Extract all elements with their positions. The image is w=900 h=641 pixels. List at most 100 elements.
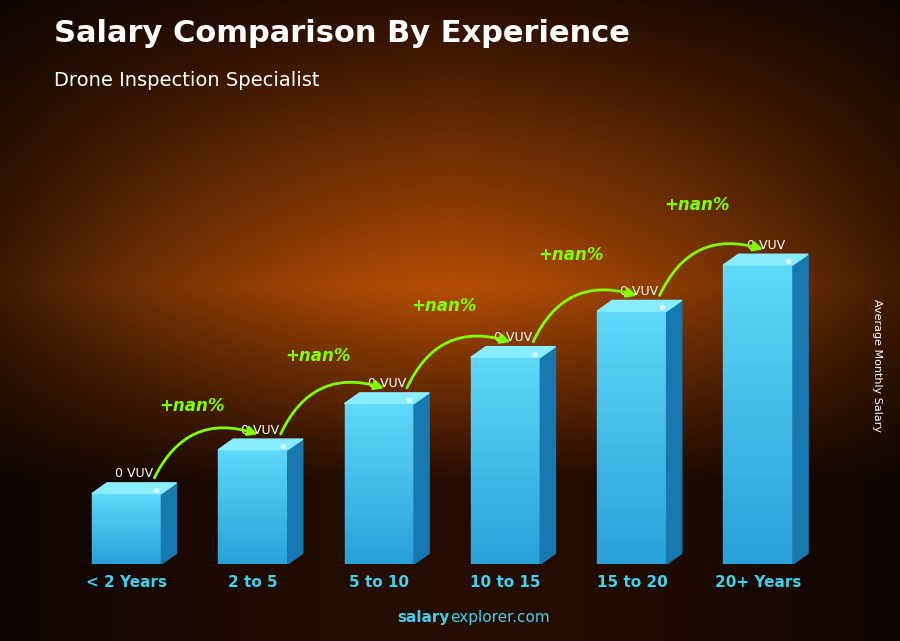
Bar <box>598 374 667 381</box>
Bar <box>724 549 793 556</box>
Polygon shape <box>793 254 808 564</box>
Bar <box>724 467 793 474</box>
Bar <box>218 524 288 527</box>
Bar <box>345 499 414 504</box>
Bar <box>724 369 793 377</box>
Bar <box>598 399 667 406</box>
Bar <box>218 487 288 490</box>
Text: +nan%: +nan% <box>538 246 603 265</box>
Bar <box>92 514 161 517</box>
Bar <box>598 488 667 494</box>
Bar <box>218 555 288 558</box>
Bar <box>92 549 161 552</box>
Bar <box>218 538 288 541</box>
Bar <box>471 501 540 507</box>
Polygon shape <box>724 254 808 265</box>
Bar <box>724 279 793 287</box>
Bar <box>92 516 161 518</box>
Bar <box>598 481 667 488</box>
Bar <box>598 526 667 533</box>
Bar <box>724 287 793 295</box>
Bar <box>218 558 288 562</box>
Text: salary: salary <box>398 610 450 625</box>
Bar <box>598 462 667 469</box>
Bar <box>724 459 793 467</box>
Bar <box>724 444 793 452</box>
Bar <box>471 429 540 435</box>
Bar <box>218 529 288 533</box>
Bar <box>598 506 667 513</box>
Bar <box>598 418 667 425</box>
Text: 0 VUV: 0 VUV <box>494 331 532 344</box>
Bar <box>724 362 793 370</box>
Text: explorer.com: explorer.com <box>450 610 550 625</box>
Bar <box>724 519 793 527</box>
Bar <box>92 505 161 508</box>
Bar <box>345 459 414 463</box>
Bar <box>724 474 793 482</box>
Bar <box>724 392 793 399</box>
Bar <box>92 562 161 564</box>
Bar <box>218 489 288 493</box>
Bar <box>345 544 414 548</box>
Polygon shape <box>471 347 555 357</box>
Bar <box>92 540 161 543</box>
Bar <box>218 526 288 529</box>
Bar <box>218 472 288 476</box>
Bar <box>471 383 540 388</box>
Bar <box>345 508 414 512</box>
Polygon shape <box>218 439 302 450</box>
Bar <box>471 491 540 497</box>
Bar <box>598 469 667 476</box>
Bar <box>724 377 793 385</box>
Bar <box>345 415 414 420</box>
Text: +nan%: +nan% <box>285 347 351 365</box>
Bar <box>598 336 667 343</box>
Bar <box>724 354 793 362</box>
Bar <box>471 455 540 461</box>
Bar <box>218 549 288 553</box>
Bar <box>724 384 793 392</box>
Bar <box>218 467 288 470</box>
Bar <box>92 560 161 562</box>
Bar <box>471 553 540 559</box>
Text: +nan%: +nan% <box>411 297 477 315</box>
Bar <box>345 483 414 488</box>
Bar <box>471 357 540 363</box>
Bar <box>598 431 667 438</box>
Bar <box>218 492 288 495</box>
Bar <box>598 380 667 387</box>
Bar <box>471 522 540 528</box>
Bar <box>471 440 540 445</box>
Text: Average Monthly Salary: Average Monthly Salary <box>872 299 883 432</box>
Bar <box>471 512 540 517</box>
Bar <box>471 507 540 512</box>
Bar <box>92 512 161 515</box>
Bar <box>471 450 540 456</box>
Bar <box>218 510 288 513</box>
Bar <box>92 493 161 495</box>
Bar <box>218 512 288 515</box>
Bar <box>724 512 793 519</box>
Bar <box>218 469 288 472</box>
Bar <box>218 495 288 498</box>
Bar <box>92 526 161 529</box>
Text: 0 VUV: 0 VUV <box>115 467 153 480</box>
Bar <box>471 543 540 549</box>
Bar <box>471 496 540 502</box>
Bar <box>724 422 793 429</box>
Bar <box>92 497 161 499</box>
Bar <box>345 411 414 415</box>
Bar <box>345 492 414 496</box>
Bar <box>218 515 288 519</box>
Bar <box>345 528 414 532</box>
Bar <box>92 551 161 553</box>
Bar <box>345 451 414 456</box>
Bar <box>345 556 414 560</box>
Bar <box>598 494 667 501</box>
Bar <box>598 342 667 349</box>
Bar <box>598 444 667 450</box>
Bar <box>598 387 667 394</box>
Bar <box>218 498 288 501</box>
Bar <box>471 533 540 538</box>
